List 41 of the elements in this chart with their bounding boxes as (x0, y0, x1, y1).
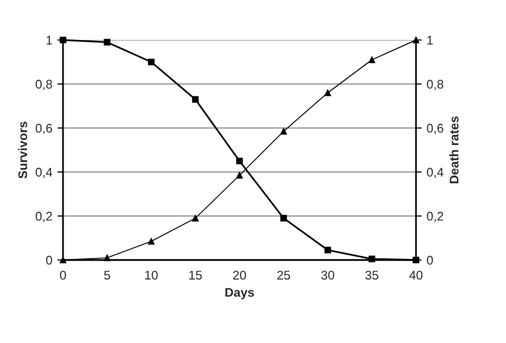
x-axis-title: Days (225, 288, 254, 300)
x-tick-label: 30 (321, 270, 334, 280)
point (60, 256, 66, 264)
point (104, 38, 110, 46)
point (192, 214, 199, 222)
y-tick-label: 0,8 (36, 80, 52, 90)
y2-tick-label: 0,2 (426, 212, 444, 222)
y2-axis-title: Death rates (449, 116, 459, 184)
y2-tick-label: 0,4 (426, 168, 444, 178)
point (324, 246, 332, 254)
y2-tick-label: 0 (426, 256, 433, 265)
point (148, 58, 155, 66)
point (412, 36, 420, 44)
point (236, 158, 243, 164)
x-tick-label: 10 (145, 270, 158, 280)
y-axis-title: Survivors (18, 122, 28, 178)
y-tick-label: 0,4 (36, 168, 52, 178)
y2-tick-label: 0,6 (426, 124, 444, 134)
y-tick-label: 1 (46, 36, 52, 45)
point (60, 36, 66, 44)
point (280, 214, 287, 222)
point (368, 56, 376, 64)
point (412, 256, 420, 264)
y-tick-label: 0 (46, 256, 52, 265)
x-tick-label: 20 (233, 270, 246, 280)
y-tick-label: 0,6 (36, 124, 52, 134)
x-tick-label: 25 (277, 270, 290, 280)
x-tick-label: 15 (189, 270, 202, 280)
point (280, 128, 287, 135)
point (148, 238, 155, 245)
y2-tick-label: 1 (427, 36, 433, 45)
point (236, 172, 243, 179)
x-tick-label: 5 (104, 270, 110, 280)
point (324, 90, 332, 96)
y-tick-label: 0,2 (36, 212, 52, 222)
point (104, 254, 110, 262)
x-tick-label: 35 (365, 270, 378, 280)
y2-tick-label: 0,8 (426, 80, 444, 90)
x-tick-label: 0 (60, 270, 66, 280)
x-tick-label: 40 (409, 270, 422, 280)
point (192, 96, 199, 103)
